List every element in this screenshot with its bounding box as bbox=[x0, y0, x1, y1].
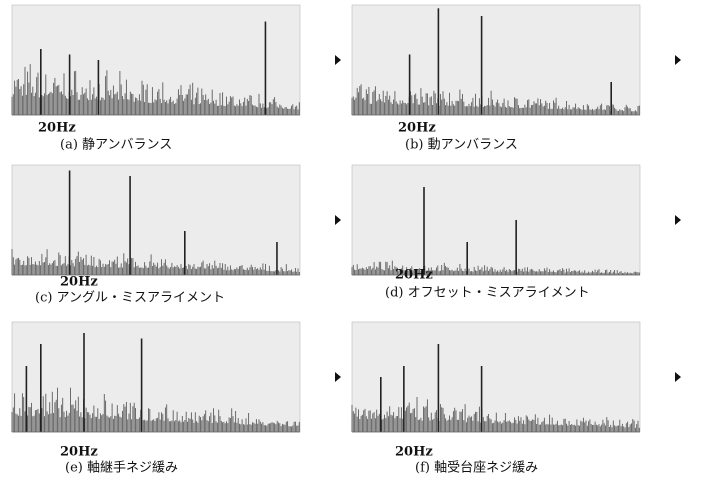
frequency-marker: 20Hz bbox=[395, 268, 433, 283]
panel-background bbox=[11, 321, 301, 433]
panel-caption: (f) 軸受台座ネジ緩み bbox=[415, 461, 538, 476]
cursor-marker bbox=[335, 215, 341, 225]
panel-caption: (a) 静アンバランス bbox=[60, 138, 172, 153]
panel-caption: (c) アングル・ミスアライメント bbox=[35, 291, 225, 306]
spectrum-texture bbox=[351, 397, 640, 432]
cursor-marker bbox=[675, 215, 681, 225]
panel-caption: (d) オフセット・ミスアライメント bbox=[385, 286, 590, 301]
cursor-marker bbox=[335, 55, 341, 65]
spectrum-texture bbox=[351, 84, 640, 115]
frequency-marker: 20Hz bbox=[38, 121, 76, 136]
panel-caption: (b) 動アンバランス bbox=[405, 138, 518, 153]
frequency-marker: 20Hz bbox=[398, 121, 436, 136]
panel-caption: (e) 軸継手ネジ緩み bbox=[65, 461, 178, 476]
panel-background bbox=[351, 4, 641, 116]
frequency-marker: 20Hz bbox=[395, 445, 433, 460]
spectrum-texture bbox=[11, 385, 300, 432]
cursor-marker bbox=[675, 372, 681, 382]
cursor-marker bbox=[675, 55, 681, 65]
spectrum-texture bbox=[11, 64, 300, 115]
panel-background bbox=[351, 164, 641, 276]
spectrum-texture bbox=[11, 249, 300, 275]
frequency-marker: 20Hz bbox=[60, 275, 98, 290]
cursor-marker bbox=[335, 372, 341, 382]
panel-background bbox=[11, 164, 301, 276]
frequency-marker: 20Hz bbox=[60, 445, 98, 460]
spectrum-texture bbox=[351, 260, 640, 275]
